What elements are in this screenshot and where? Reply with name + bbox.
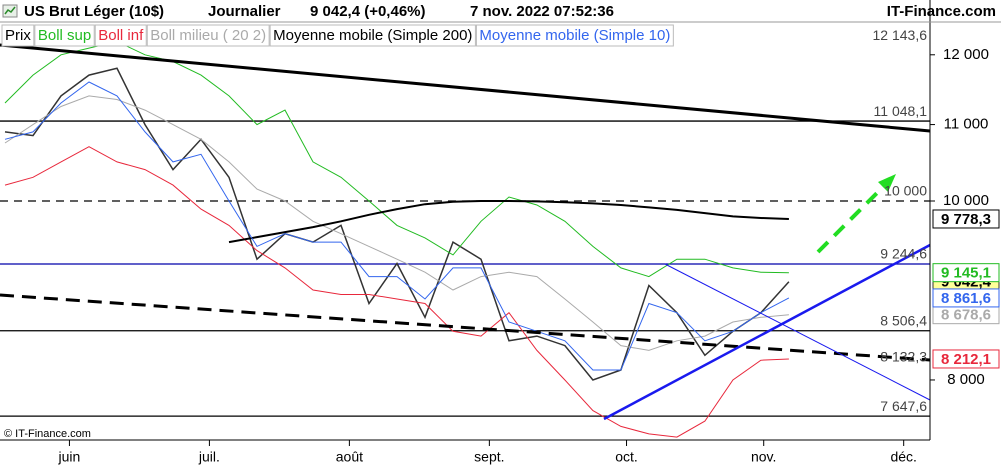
chart-title: US Brut Léger (10$): [24, 3, 164, 20]
last-value-box: [932, 349, 1000, 369]
legend-box[interactable]: [146, 24, 270, 47]
legend-label: Boll milieu ( 20 2): [150, 27, 266, 44]
last-value-label: 8 212,1: [941, 351, 991, 368]
x-tick-label: déc.: [890, 449, 916, 465]
series-line: [228, 200, 789, 244]
last-value-label: 9 778,3: [941, 211, 991, 228]
period: Journalier: [208, 3, 281, 20]
level-label: 10 000: [884, 183, 927, 199]
plot-area: [0, 40, 930, 438]
copyright: © IT-Finance.com: [4, 428, 91, 440]
x-tick-label: août: [336, 449, 363, 465]
trend-line: [0, 43, 931, 133]
level-label: 12 143,6: [873, 27, 928, 43]
datetime: 7 nov. 2022 07:52:36: [470, 3, 614, 20]
legend-label: Moyenne mobile (Simple 200): [273, 27, 472, 44]
legend-box[interactable]: [94, 24, 147, 47]
y-tick-label: 11 000: [944, 116, 989, 133]
last-value-label: 8 861,6: [941, 290, 991, 307]
level-label: 9 244,6: [880, 246, 927, 262]
level-label: 8 506,4: [880, 312, 927, 328]
legend-box[interactable]: [475, 24, 674, 47]
series-line: [4, 146, 789, 438]
x-tick-label: oct.: [615, 449, 638, 465]
last-value-label: 9 145,1: [941, 265, 991, 282]
legend-label: Prix: [5, 27, 31, 44]
legend-box[interactable]: [34, 24, 95, 47]
legend-box[interactable]: [269, 24, 476, 47]
series-line: [4, 95, 789, 351]
trend-line: [664, 263, 931, 401]
last-value-box: [932, 263, 1000, 283]
last-value-label: 8 678,6: [941, 307, 991, 324]
y-tick-label: 10 000: [943, 192, 989, 209]
y-tick-label: 8 000: [947, 371, 985, 388]
series-line: [4, 81, 790, 371]
trend-line: [0, 293, 931, 362]
x-tick-label: sept.: [474, 449, 504, 465]
legend-label: Boll sup: [38, 27, 91, 44]
brand: IT-Finance.com: [887, 3, 996, 20]
series-line: [4, 67, 790, 381]
series-line: [4, 40, 789, 278]
last-value-box: [932, 288, 1000, 308]
level-label: 8 132,3: [880, 349, 927, 365]
quote: 9 042,4 (+0,46%): [310, 3, 426, 20]
legend-label: Moyenne mobile (Simple 10): [479, 27, 670, 44]
last-value-box: [932, 209, 1000, 229]
x-tick-label: nov.: [751, 449, 776, 465]
arrow-head: [878, 174, 896, 192]
chart-icon-line: [4, 6, 16, 15]
x-tick-label: juil.: [198, 449, 220, 465]
legend-box[interactable]: [1, 24, 35, 47]
x-tick-label: juin: [58, 449, 81, 465]
legend-label: Boll inf: [98, 27, 144, 44]
level-label: 7 647,6: [880, 398, 927, 414]
trend-line: [603, 243, 931, 421]
forecast-arrow: [816, 184, 886, 254]
level-label: 11 048,1: [874, 103, 928, 119]
y-tick-label: 12 000: [943, 46, 989, 63]
